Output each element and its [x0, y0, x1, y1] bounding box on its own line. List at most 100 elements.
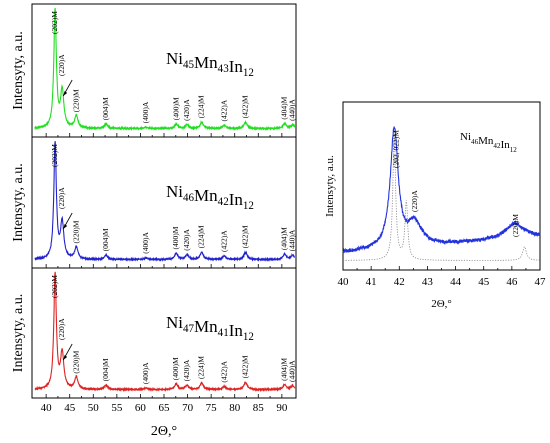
- composition-subscript: 12: [243, 200, 254, 212]
- composition-element: In: [229, 190, 244, 209]
- composition-subscript: 46: [471, 138, 479, 146]
- peak-label: (400)M: [171, 357, 180, 380]
- zoom-x-tick-label: 44: [450, 276, 462, 288]
- peak-label: (440)A: [288, 229, 297, 251]
- peak-arrowhead: [63, 355, 68, 360]
- peak-label: (220)M: [71, 220, 80, 243]
- x-tick-label: 40: [41, 402, 53, 414]
- composition-subscript: 42: [218, 196, 229, 208]
- peak-label: (004)M: [101, 358, 110, 381]
- composition-element: Mn: [478, 135, 494, 147]
- composition-element: Mn: [194, 186, 218, 205]
- x-tick-label: 45: [64, 402, 76, 414]
- peak-label: (400)A: [141, 101, 150, 123]
- zoom-x-tick-label: 43: [422, 276, 434, 288]
- composition-element: Ni: [460, 131, 471, 143]
- peak-label: (422)A: [219, 99, 228, 121]
- zoom-x-tick-label: 47: [535, 276, 547, 288]
- peak-label: (202)M: [50, 144, 59, 167]
- peak-label: (422)A: [219, 360, 228, 382]
- peak-label: (220)M: [71, 350, 80, 373]
- peak-label: (004)M: [101, 97, 110, 120]
- zoom-series-solid: [342, 126, 541, 254]
- zoom-series-dotted: [343, 134, 540, 261]
- peak-label: (220)A: [57, 187, 66, 209]
- zoom-peak-label: (220)M: [511, 214, 520, 237]
- y-axis-label: Intensyty, a.u.: [11, 31, 26, 109]
- peak-label: (440)A: [288, 360, 297, 382]
- composition-element: Ni: [166, 182, 183, 201]
- x-tick-label: 90: [276, 402, 288, 414]
- composition-element: Mn: [194, 317, 218, 336]
- zoom-chart-area: (202, 022)M(220)A(220)MNi46Mn42In12Inten…: [324, 101, 547, 310]
- composition-subscript: 46: [183, 192, 195, 204]
- x-tick-label: 75: [206, 402, 218, 414]
- composition-subscript: 47: [183, 323, 195, 335]
- panel-frame: [31, 136, 297, 269]
- peak-label: (420)A: [182, 359, 191, 381]
- zoom-x-tick-label: 41: [366, 276, 377, 288]
- peak-label: (224)M: [197, 225, 206, 248]
- peak-label: (420)A: [182, 99, 191, 121]
- peak-label: (422)M: [241, 225, 250, 248]
- x-tick-label: 85: [253, 402, 265, 414]
- peak-label: (440)A: [288, 99, 297, 121]
- peak-label: (202)M: [50, 275, 59, 298]
- panel-frame: [31, 3, 297, 138]
- composition-subscript: 12: [243, 67, 254, 79]
- panel-main-bottom: (202)M (220)A (220)M (004)M (400)A (400)M (420…: [11, 267, 297, 399]
- composition-element: Ni: [166, 313, 183, 332]
- peak-label: (400)A: [141, 362, 150, 384]
- peak-label: (224)M: [197, 95, 206, 118]
- peak-label: (404)M: [280, 227, 289, 250]
- series-line: [34, 7, 296, 131]
- peak-label: (420)A: [182, 228, 191, 250]
- composition-subscript: 41: [218, 327, 229, 339]
- panel-frame: [31, 267, 297, 399]
- composition-label: Ni47Mn41In12: [166, 313, 254, 343]
- zoom-x-axis-label: 2Θ,°: [431, 298, 452, 310]
- peak-label: (224)M: [197, 356, 206, 379]
- composition-subscript: 42: [493, 142, 501, 150]
- composition-element: In: [229, 321, 244, 340]
- series-line: [34, 141, 295, 262]
- peak-label: (422)A: [219, 230, 228, 252]
- peak-label: (202)M: [50, 11, 59, 34]
- composition-subscript: 12: [510, 146, 518, 154]
- y-axis-label: Intensyty, a.u.: [11, 294, 26, 372]
- zoom-x-tick-label: 46: [506, 276, 518, 288]
- zoom-x-tick-label: 45: [478, 276, 490, 288]
- composition-element: Ni: [166, 49, 183, 68]
- zoom-composition-label: Ni46Mn42In12: [460, 131, 517, 154]
- x-tick-label: 70: [182, 402, 194, 414]
- composition-label: Ni45Mn43In12: [166, 49, 254, 79]
- composition-element: Mn: [194, 53, 218, 72]
- peak-label: (400)M: [171, 97, 180, 120]
- peak-arrowhead: [63, 91, 68, 96]
- peak-label: (220)A: [57, 54, 66, 76]
- panel-main-middle: (202)M (220)A (220)M (004)M (400)A (400)M (420…: [11, 136, 297, 269]
- peak-arrowhead: [63, 224, 68, 229]
- peak-label: (422)M: [241, 355, 250, 378]
- peak-label: (404)M: [280, 358, 289, 381]
- x-axis-label: 2Θ,°: [151, 424, 177, 439]
- x-tick-label: 50: [88, 402, 100, 414]
- x-tick-label: 80: [229, 402, 241, 414]
- composition-label: Ni46Mn42In12: [166, 182, 254, 212]
- zoom-peak-label: (220)A: [410, 190, 419, 212]
- zoom-y-axis-label: Intensyty, a.u.: [324, 155, 336, 217]
- composition-subscript: 45: [183, 59, 195, 71]
- zoom-peak-label: (202, 022)M: [391, 130, 400, 168]
- composition-element: In: [501, 139, 511, 151]
- composition-subscript: 43: [218, 63, 230, 75]
- peak-label: (220)A: [57, 318, 66, 340]
- peak-label: (422)M: [241, 95, 250, 118]
- peak-label: (400)M: [171, 226, 180, 249]
- x-tick-label: 65: [159, 402, 171, 414]
- peak-label: (004)M: [101, 228, 110, 251]
- peak-label: (404)M: [280, 96, 289, 119]
- x-tick-label: 55: [111, 402, 123, 414]
- x-tick-label: 60: [135, 402, 147, 414]
- composition-subscript: 12: [243, 331, 254, 343]
